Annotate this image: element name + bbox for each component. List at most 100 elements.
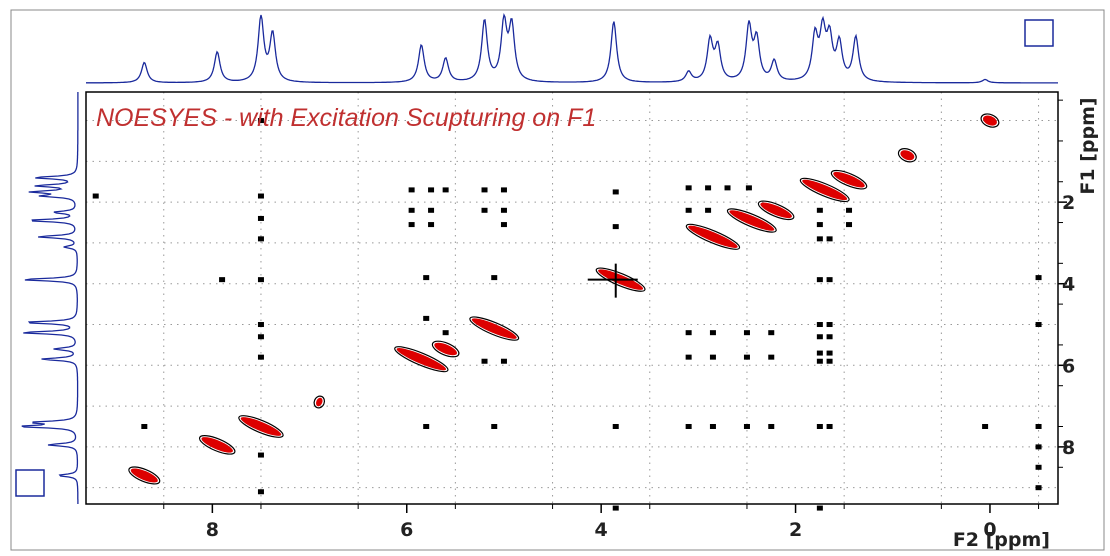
cross-peak	[826, 334, 833, 340]
cross-peak	[709, 423, 716, 429]
diagonal-peak-outline	[980, 113, 1000, 128]
cross-peak	[442, 330, 449, 336]
cross-peak	[1035, 322, 1042, 328]
diagonal-peak	[130, 468, 158, 483]
cross-peak	[481, 207, 488, 213]
cross-peak	[408, 207, 415, 213]
diagonal-peak	[802, 179, 848, 201]
cross-peak	[1035, 485, 1042, 491]
cross-peak	[685, 185, 692, 191]
diagonal-peak	[688, 225, 738, 248]
diagonal-peak-outline	[313, 395, 326, 409]
cross-peak	[500, 187, 507, 193]
cross-peak	[826, 423, 833, 429]
cross-peak	[724, 185, 731, 191]
cross-peak	[816, 358, 823, 364]
cross-peak	[257, 193, 264, 199]
cross-peak	[826, 277, 833, 283]
cross-peak	[685, 354, 692, 360]
x-tick-label: 8	[206, 519, 219, 541]
diagonal-peak-outline	[394, 346, 449, 373]
cross-peak	[408, 222, 415, 228]
cross-peak	[257, 452, 264, 458]
diagonal-peak-outline	[897, 148, 917, 163]
diagonal-peak	[729, 210, 775, 231]
y-tick-label: 2	[1062, 192, 1075, 214]
cross-peak	[743, 423, 750, 429]
cross-peak	[816, 505, 823, 511]
cross-peak	[612, 423, 619, 429]
x-tick-label: 0	[983, 519, 996, 541]
diagonal-peak	[201, 437, 234, 453]
f2-projection-path	[86, 12, 1058, 84]
cross-peak	[92, 193, 99, 199]
cross-peak	[257, 118, 264, 124]
cross-peak	[816, 350, 823, 356]
cross-peak	[423, 275, 430, 281]
cross-peak	[491, 275, 498, 281]
f2-projection-trace	[86, 12, 1058, 84]
diagonal-peak	[471, 318, 517, 339]
diagonal-peak-outline	[128, 466, 161, 485]
chart-title: NOESYES - with Excitation Scupturing on …	[96, 104, 596, 132]
cross-peak	[816, 322, 823, 328]
axis-ticks: 8 6 4 2 0 2 4 6 8	[163, 99, 1075, 541]
diagonal-peak-outline	[431, 340, 460, 358]
y-tick-label: 8	[1062, 437, 1075, 459]
cross-peak	[481, 358, 488, 364]
cross-peak	[743, 354, 750, 360]
diagonal-peak	[316, 397, 323, 407]
cross-peak	[423, 315, 430, 321]
cross-peak	[743, 330, 750, 336]
cross-peak	[481, 187, 488, 193]
bottom-left-box-icon	[15, 469, 45, 497]
y-tick-label: 6	[1062, 355, 1075, 377]
cross-peak	[428, 222, 435, 228]
diagonal-peak-outline	[198, 435, 236, 455]
x-tick-label: 6	[400, 519, 413, 541]
cross-peak	[1035, 275, 1042, 281]
diagonal-peak	[434, 342, 457, 356]
cross-peak	[768, 354, 775, 360]
cross-peak	[685, 330, 692, 336]
outer-border	[10, 9, 1105, 551]
diagonal-peak	[983, 115, 997, 126]
cross-peak	[846, 222, 853, 228]
diagonal-peak-outline	[238, 415, 284, 438]
cross-peak	[846, 207, 853, 213]
diagonal-peak	[240, 417, 282, 436]
cross-peak	[442, 187, 449, 193]
cross-peak	[141, 423, 148, 429]
f1-projection-trace	[21, 92, 79, 504]
cross-peak	[816, 423, 823, 429]
cross-peak	[257, 354, 264, 360]
cross-peak	[816, 334, 823, 340]
cross-peak	[709, 330, 716, 336]
diagonal-peak-outline	[799, 177, 850, 203]
cross-peak	[685, 423, 692, 429]
cross-peak	[408, 187, 415, 193]
cross-peak	[257, 215, 264, 221]
cross-peak	[685, 207, 692, 213]
cross-peak	[423, 423, 430, 429]
cross-peak	[705, 207, 712, 213]
x-axis-title: F2 [ppm]	[953, 529, 1050, 551]
plot-frame	[85, 91, 1059, 505]
diagonal-peak	[900, 150, 915, 161]
cross-peak	[428, 187, 435, 193]
cross-peak	[816, 207, 823, 213]
cross-peak	[428, 207, 435, 213]
diagonal-peak-outline	[685, 223, 741, 250]
top-right-box-icon	[1024, 19, 1054, 47]
cross-peak	[826, 322, 833, 328]
cross-peak	[768, 423, 775, 429]
cross-peak	[612, 224, 619, 230]
cross-peak	[1035, 423, 1042, 429]
cross-peak	[219, 277, 226, 283]
cross-peak	[816, 222, 823, 228]
diagonal-peak	[833, 171, 865, 188]
diagonal-peak-outline	[469, 316, 520, 341]
cross-peak	[816, 236, 823, 242]
cross-peak	[768, 330, 775, 336]
